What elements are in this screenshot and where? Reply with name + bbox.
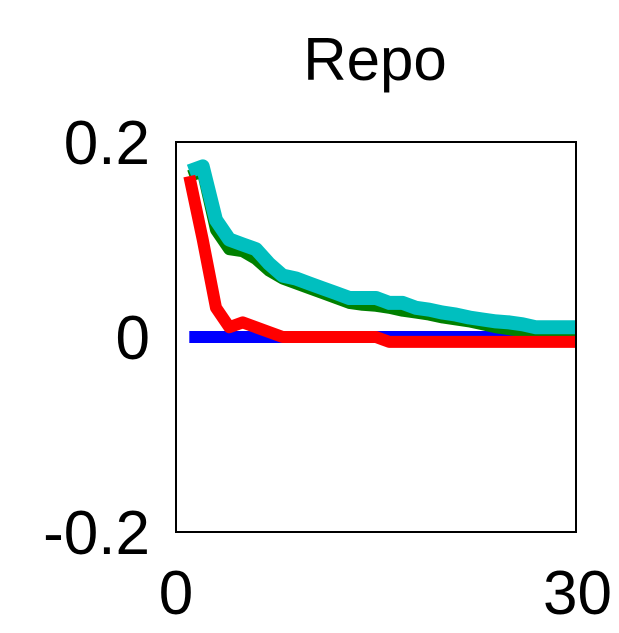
y-tick-label: 0 (116, 304, 150, 373)
series-line-4 (183, 174, 576, 348)
series-line-2 (187, 165, 577, 343)
series-layer (183, 159, 577, 348)
x-tick-label: 0 (159, 559, 193, 628)
x-tick-label: 30 (543, 559, 612, 628)
y-tick-label: -0.2 (43, 499, 150, 568)
y-tick-label: 0.2 (64, 109, 150, 178)
x-axis-ticks: 0 30 (159, 559, 612, 628)
y-axis-ticks: 0.2 0 -0.2 (43, 109, 150, 568)
series-line-3 (186, 159, 576, 335)
chart-title: Repo (303, 26, 446, 93)
plot-frame (175, 141, 577, 533)
